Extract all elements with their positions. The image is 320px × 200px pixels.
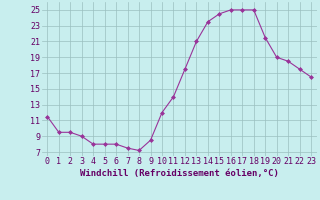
X-axis label: Windchill (Refroidissement éolien,°C): Windchill (Refroidissement éolien,°C) — [80, 169, 279, 178]
